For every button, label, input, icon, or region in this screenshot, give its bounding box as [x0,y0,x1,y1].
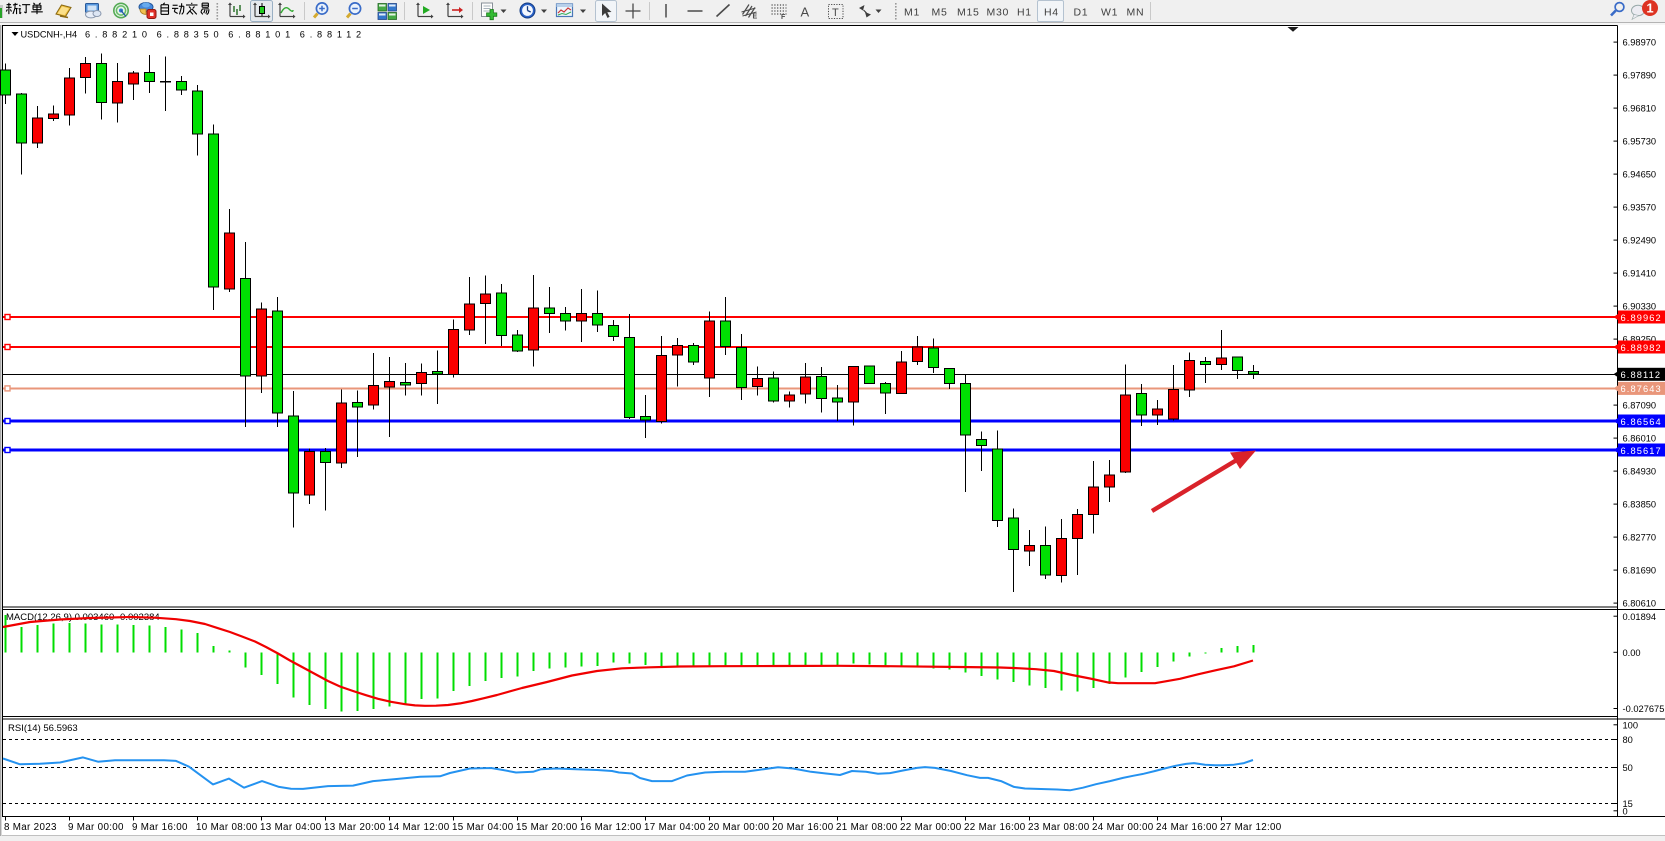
svg-text:6.89962: 6.89962 [1621,313,1662,323]
svg-text:6.88350: 6.88350 [157,30,224,40]
svg-text:6.84930: 6.84930 [1623,467,1657,477]
svg-text:H1: H1 [1017,7,1032,19]
svg-text:6.86564: 6.86564 [1621,417,1662,427]
svg-text:6.88982: 6.88982 [1621,343,1662,353]
svg-text:MN: MN [1127,7,1145,19]
svg-text:6.88112: 6.88112 [1621,370,1662,380]
svg-text:M5: M5 [932,7,948,19]
svg-text:80: 80 [1623,735,1633,745]
svg-text:100: 100 [1623,720,1639,730]
svg-text:9 Mar 00:00: 9 Mar 00:00 [68,822,124,833]
svg-text:23 Mar 08:00: 23 Mar 08:00 [1028,822,1090,833]
svg-text:24 Mar 16:00: 24 Mar 16:00 [1156,822,1218,833]
svg-text:6.96810: 6.96810 [1623,104,1657,114]
svg-text:D1: D1 [1074,7,1089,19]
svg-text:22 Mar 16:00: 22 Mar 16:00 [964,822,1026,833]
svg-text:6.80610: 6.80610 [1623,599,1657,609]
svg-text:6.86010: 6.86010 [1623,434,1657,444]
svg-text:T: T [832,7,839,19]
svg-text:8 Mar 2023: 8 Mar 2023 [4,822,57,833]
svg-text:20 Mar 00:00: 20 Mar 00:00 [708,822,770,833]
svg-text:A: A [801,5,810,20]
svg-text:6.94650: 6.94650 [1623,170,1657,180]
svg-text:6.81690: 6.81690 [1623,566,1657,576]
svg-text:27 Mar 12:00: 27 Mar 12:00 [1220,822,1282,833]
svg-text:6.87643: 6.87643 [1621,384,1662,394]
svg-text:M30: M30 [987,7,1010,19]
svg-text:0.00: 0.00 [1623,648,1641,658]
svg-text:6.85617: 6.85617 [1621,446,1662,456]
svg-text:E: E [753,14,758,21]
svg-text:0.01894: 0.01894 [1623,612,1657,622]
svg-text:M1: M1 [904,7,920,19]
svg-text:13 Mar 20:00: 13 Mar 20:00 [324,822,386,833]
svg-text:W1: W1 [1101,7,1118,19]
svg-text:20 Mar 16:00: 20 Mar 16:00 [772,822,834,833]
svg-text:13 Mar 04:00: 13 Mar 04:00 [260,822,322,833]
svg-text:17 Mar 04:00: 17 Mar 04:00 [644,822,706,833]
svg-text:6.92490: 6.92490 [1623,236,1657,246]
svg-text:0: 0 [1623,806,1628,816]
svg-text:6.88101: 6.88101 [228,30,295,40]
svg-text:50: 50 [1623,763,1633,773]
svg-text:6.90330: 6.90330 [1623,302,1657,312]
svg-text:6.88210: 6.88210 [85,30,152,40]
svg-text:6.97890: 6.97890 [1623,71,1657,81]
svg-text:22 Mar 00:00: 22 Mar 00:00 [900,822,962,833]
svg-text:6.98970: 6.98970 [1623,38,1657,48]
svg-text:6.82770: 6.82770 [1623,533,1657,543]
svg-text:-0.027675: -0.027675 [1623,704,1665,714]
svg-text:USDCNH-,H4: USDCNH-,H4 [21,30,78,40]
svg-text:10 Mar 08:00: 10 Mar 08:00 [196,822,258,833]
svg-text:16 Mar 12:00: 16 Mar 12:00 [580,822,642,833]
svg-text:M15: M15 [957,7,980,19]
svg-text:H4: H4 [1044,7,1059,19]
svg-text:F: F [781,14,786,21]
svg-text:24 Mar 00:00: 24 Mar 00:00 [1092,822,1154,833]
svg-text:6.95730: 6.95730 [1623,137,1657,147]
svg-text:6.93570: 6.93570 [1623,203,1657,213]
svg-text:RSI(14) 56.5963: RSI(14) 56.5963 [8,723,78,734]
svg-text:15 Mar 04:00: 15 Mar 04:00 [452,822,514,833]
svg-text:14 Mar 12:00: 14 Mar 12:00 [388,822,450,833]
svg-text:6.83850: 6.83850 [1623,500,1657,510]
svg-text:1: 1 [1646,1,1653,16]
svg-text:6.89250: 6.89250 [1623,335,1657,345]
svg-text:6.91410: 6.91410 [1623,269,1657,279]
svg-text:9 Mar 16:00: 9 Mar 16:00 [132,822,188,833]
svg-text:21 Mar 08:00: 21 Mar 08:00 [836,822,898,833]
svg-text:15 Mar 20:00: 15 Mar 20:00 [516,822,578,833]
svg-text:6.88112: 6.88112 [300,30,366,40]
svg-text:15: 15 [1623,799,1633,809]
svg-text:6.87090: 6.87090 [1623,401,1657,411]
